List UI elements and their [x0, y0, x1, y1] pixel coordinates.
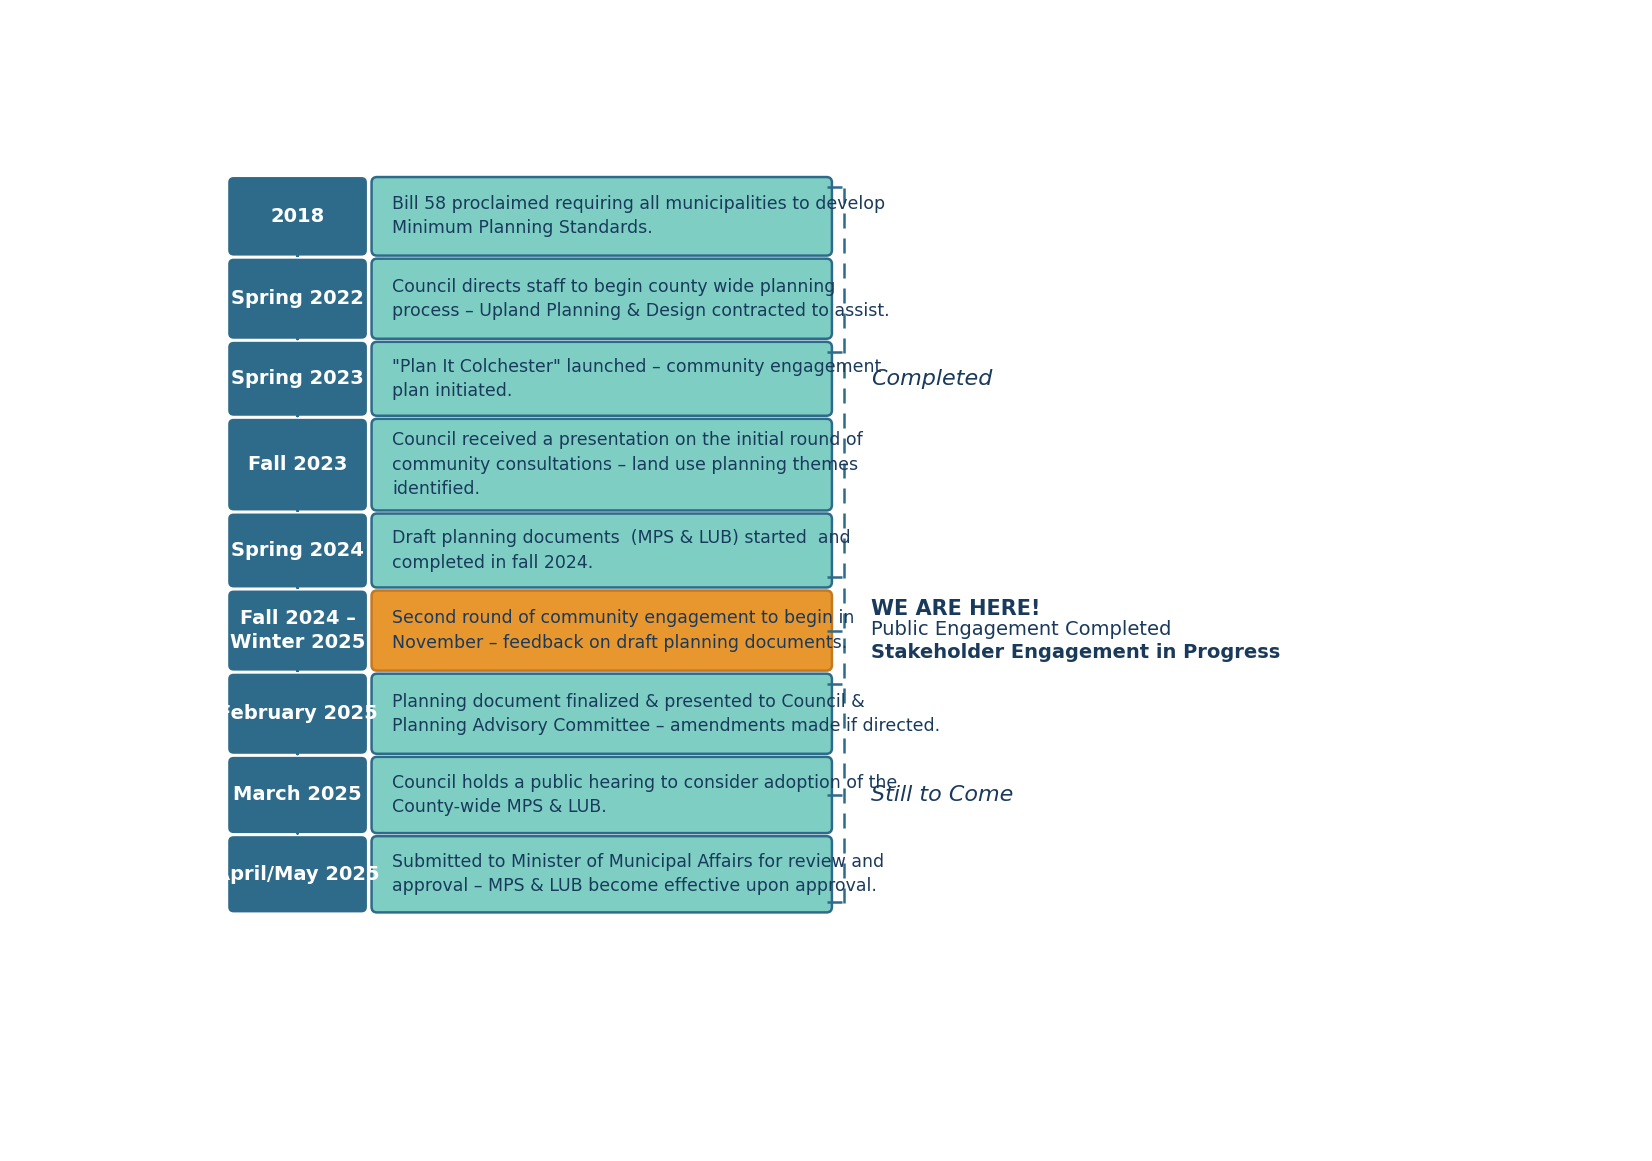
Text: Council holds a public hearing to consider adoption of the
County-wide MPS & LUB: Council holds a public hearing to consid…	[393, 774, 897, 816]
Text: "Plan It Colchester" launched – community engagement
plan initiated.: "Plan It Colchester" launched – communit…	[393, 358, 882, 399]
Text: WE ARE HERE!: WE ARE HERE!	[871, 599, 1041, 619]
FancyBboxPatch shape	[372, 341, 833, 416]
Text: Completed: Completed	[871, 369, 993, 389]
FancyBboxPatch shape	[372, 513, 833, 587]
FancyBboxPatch shape	[372, 836, 833, 913]
FancyBboxPatch shape	[372, 673, 833, 753]
Text: Second round of community engagement to begin in
November – feedback on draft pl: Second round of community engagement to …	[393, 610, 854, 651]
Text: February 2025: February 2025	[218, 705, 377, 723]
Text: Planning document finalized & presented to Council &
Planning Advisory Committee: Planning document finalized & presented …	[393, 693, 940, 735]
Text: Draft planning documents  (MPS & LUB) started  and
completed in fall 2024.: Draft planning documents (MPS & LUB) sta…	[393, 529, 851, 571]
Text: Spring 2022: Spring 2022	[231, 289, 363, 308]
FancyBboxPatch shape	[228, 513, 367, 587]
FancyBboxPatch shape	[372, 176, 833, 255]
Text: March 2025: March 2025	[233, 786, 362, 805]
Text: Still to Come: Still to Come	[871, 785, 1013, 805]
Text: Fall 2023: Fall 2023	[248, 455, 347, 474]
Text: April/May 2025: April/May 2025	[215, 865, 380, 884]
Text: Spring 2024: Spring 2024	[231, 541, 363, 560]
Text: Submitted to Minister of Municipal Affairs for review and
approval – MPS & LUB b: Submitted to Minister of Municipal Affai…	[393, 853, 884, 895]
Text: 2018: 2018	[271, 207, 325, 226]
Text: Council directs staff to begin county wide planning
process – Upland Planning & : Council directs staff to begin county wi…	[393, 277, 890, 320]
FancyBboxPatch shape	[228, 591, 367, 671]
FancyBboxPatch shape	[228, 673, 367, 753]
Text: Public Engagement Completed: Public Engagement Completed	[871, 620, 1171, 639]
FancyBboxPatch shape	[372, 757, 833, 834]
FancyBboxPatch shape	[228, 757, 367, 834]
FancyBboxPatch shape	[228, 836, 367, 913]
FancyBboxPatch shape	[228, 419, 367, 511]
Text: Council received a presentation on the initial round of
community consultations : Council received a presentation on the i…	[393, 432, 864, 498]
FancyBboxPatch shape	[372, 259, 833, 339]
Text: Bill 58 proclaimed requiring all municipalities to develop
Minimum Planning Stan: Bill 58 proclaimed requiring all municip…	[393, 195, 885, 238]
Text: Stakeholder Engagement in Progress: Stakeholder Engagement in Progress	[871, 643, 1280, 662]
FancyBboxPatch shape	[228, 341, 367, 416]
FancyBboxPatch shape	[228, 259, 367, 339]
Text: Spring 2023: Spring 2023	[231, 369, 363, 388]
FancyBboxPatch shape	[372, 591, 833, 671]
Text: Fall 2024 –
Winter 2025: Fall 2024 – Winter 2025	[230, 610, 365, 651]
FancyBboxPatch shape	[372, 419, 833, 511]
FancyBboxPatch shape	[228, 176, 367, 255]
